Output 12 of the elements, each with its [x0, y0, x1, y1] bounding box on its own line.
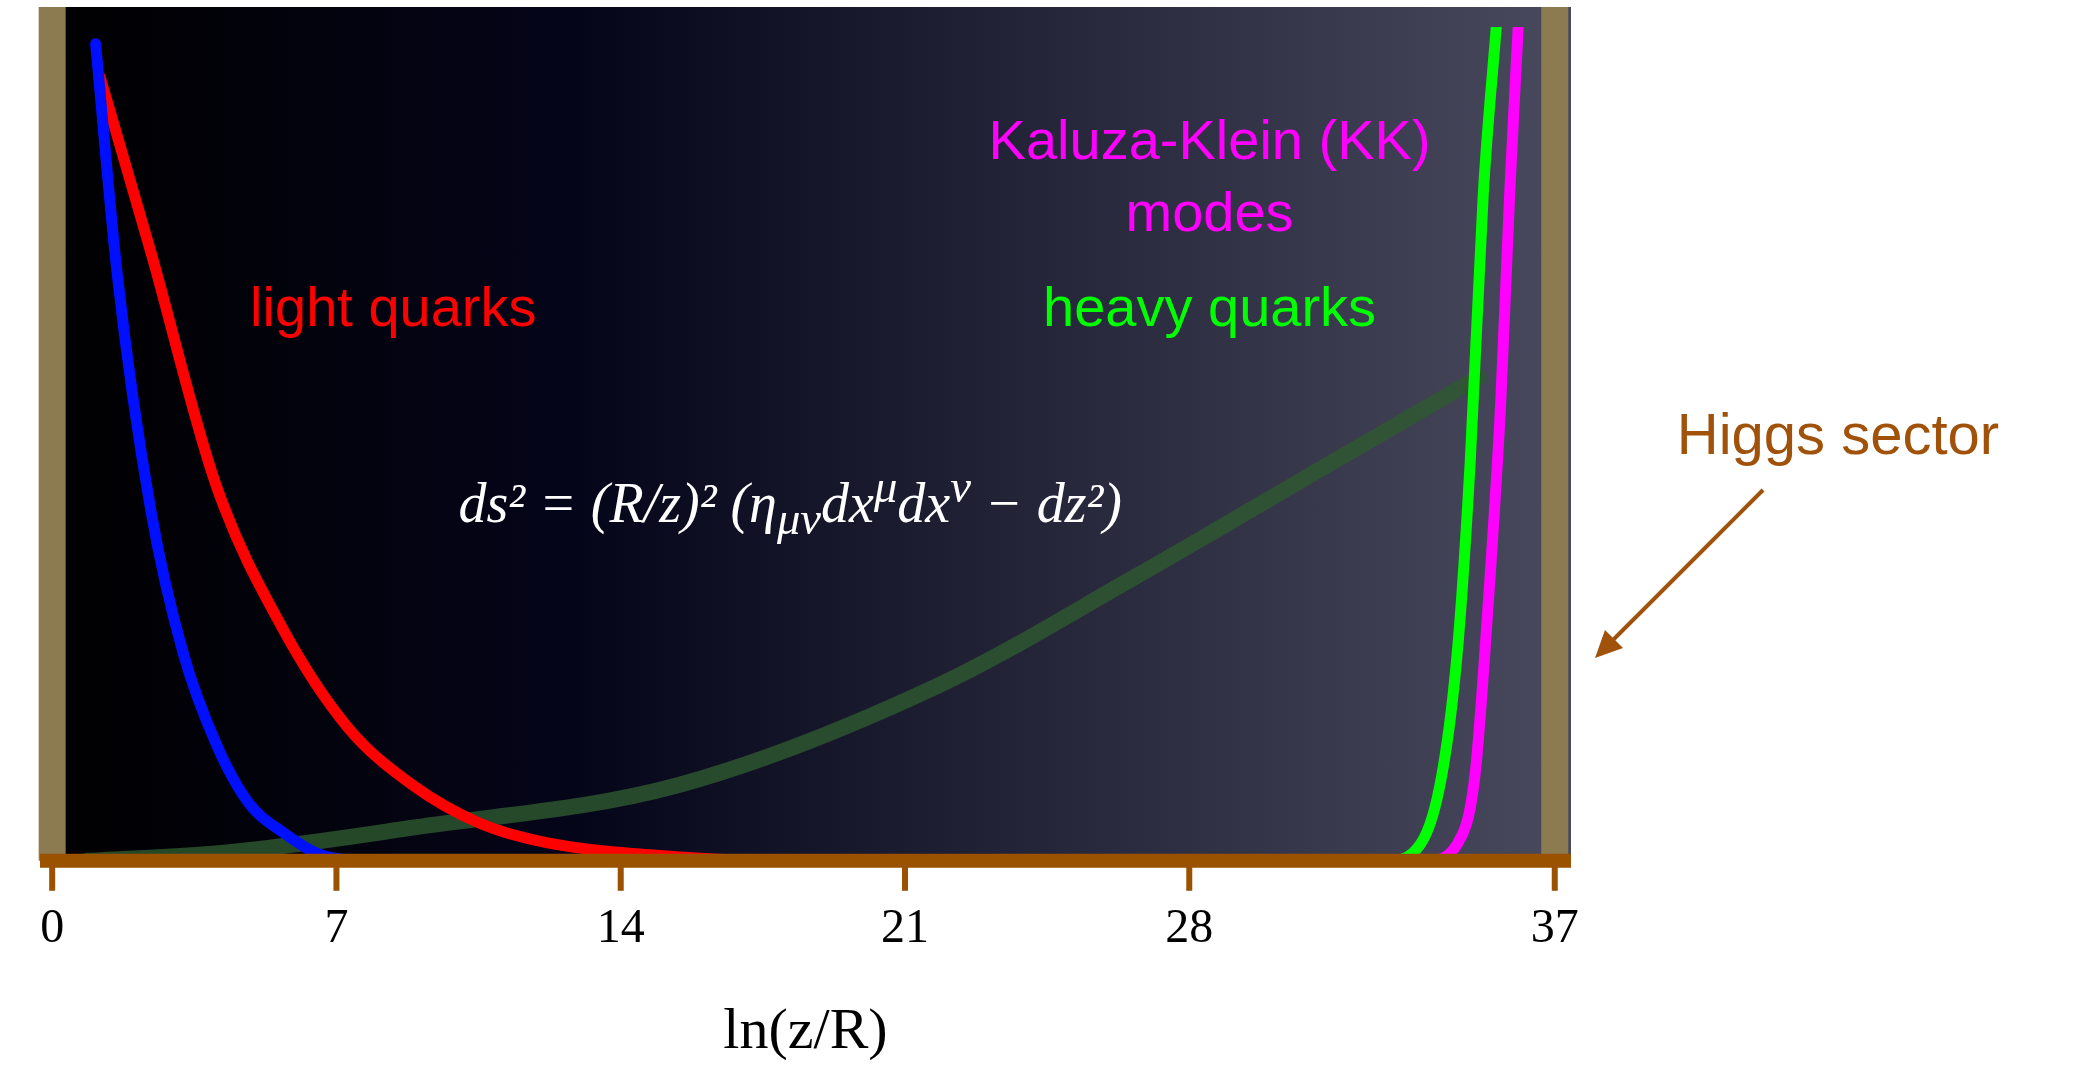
x-tick-label: 14 [596, 899, 645, 953]
x-tick-label: 37 [1530, 899, 1579, 953]
x-axis-title: ln(z/R) [723, 996, 888, 1062]
series-label: heavy quarks [1043, 274, 1377, 338]
x-tick-label: 0 [40, 899, 65, 953]
x-tick-label: 28 [1165, 899, 1214, 953]
series-label: light quarks [250, 274, 537, 338]
series-label: Kaluza-Klein (KK) modes [988, 108, 1431, 244]
annotation: ds² = (R/z)² (η$_{μν}$dx$^{μ}$dx$^{ν}$ − dz²) [458, 459, 1122, 546]
x-tick-label: 7 [324, 899, 349, 953]
text: Higgs sector [1676, 399, 2000, 467]
x-tick-label: 21 [880, 899, 929, 953]
